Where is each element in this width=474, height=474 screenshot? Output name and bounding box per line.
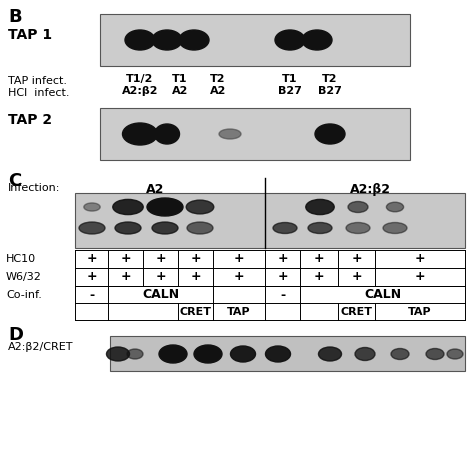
Ellipse shape (306, 200, 334, 215)
Text: +: + (120, 271, 131, 283)
Text: TAP infect.: TAP infect. (8, 76, 67, 86)
Ellipse shape (152, 30, 182, 50)
Ellipse shape (386, 202, 403, 212)
Ellipse shape (113, 200, 143, 215)
Text: CRET: CRET (340, 307, 373, 317)
Ellipse shape (219, 129, 241, 139)
Text: A2:β2: A2:β2 (122, 86, 158, 96)
Text: TAP: TAP (408, 307, 432, 317)
Ellipse shape (115, 222, 141, 234)
Ellipse shape (152, 222, 178, 234)
Bar (100, 14, 410, 66)
Ellipse shape (230, 346, 255, 362)
Text: Co-inf.: Co-inf. (6, 290, 42, 300)
Ellipse shape (187, 222, 213, 234)
Text: +: + (314, 271, 324, 283)
Text: D: D (8, 326, 23, 344)
Text: +: + (277, 271, 288, 283)
Text: A2: A2 (146, 183, 164, 196)
Ellipse shape (391, 348, 409, 359)
Ellipse shape (194, 345, 222, 363)
Ellipse shape (346, 222, 370, 234)
Text: +: + (155, 271, 166, 283)
Ellipse shape (186, 200, 214, 214)
Text: +: + (415, 253, 425, 265)
Text: T1: T1 (282, 74, 298, 84)
Ellipse shape (315, 124, 345, 144)
Ellipse shape (265, 346, 291, 362)
Bar (100, 108, 410, 160)
Text: B27: B27 (318, 86, 342, 96)
Text: +: + (190, 271, 201, 283)
Ellipse shape (155, 124, 180, 144)
Text: B: B (8, 8, 22, 26)
Text: TAP: TAP (227, 307, 251, 317)
Text: T1/2: T1/2 (126, 74, 154, 84)
Ellipse shape (107, 347, 129, 361)
Text: +: + (120, 253, 131, 265)
Ellipse shape (179, 30, 209, 50)
Ellipse shape (273, 222, 297, 234)
Text: +: + (314, 253, 324, 265)
Text: +: + (86, 253, 97, 265)
Ellipse shape (84, 203, 100, 211)
Text: +: + (86, 271, 97, 283)
Ellipse shape (447, 349, 463, 359)
Text: +: + (415, 271, 425, 283)
Text: +: + (190, 253, 201, 265)
Text: T2: T2 (322, 74, 338, 84)
Text: T1: T1 (172, 74, 188, 84)
Text: W6/32: W6/32 (6, 272, 42, 282)
Ellipse shape (122, 123, 157, 145)
Text: CRET: CRET (180, 307, 211, 317)
Text: A2: A2 (172, 86, 188, 96)
Ellipse shape (308, 222, 332, 234)
Text: -: - (280, 289, 285, 301)
Text: +: + (351, 253, 362, 265)
Text: +: + (351, 271, 362, 283)
Text: B27: B27 (278, 86, 302, 96)
Text: HC10: HC10 (6, 254, 36, 264)
Ellipse shape (426, 348, 444, 359)
Text: HCl  infect.: HCl infect. (8, 88, 70, 98)
Ellipse shape (302, 30, 332, 50)
Ellipse shape (159, 345, 187, 363)
Ellipse shape (355, 347, 375, 361)
Ellipse shape (348, 201, 368, 212)
Ellipse shape (125, 30, 155, 50)
Text: -: - (89, 289, 94, 301)
Text: +: + (155, 253, 166, 265)
Text: A2:β2/CRET: A2:β2/CRET (8, 342, 73, 352)
Text: CALN: CALN (142, 289, 179, 301)
Bar (75, 193, 465, 248)
Ellipse shape (275, 30, 305, 50)
Text: TAP 1: TAP 1 (8, 28, 52, 42)
Ellipse shape (147, 198, 183, 216)
Ellipse shape (127, 349, 143, 359)
Text: Infection:: Infection: (8, 183, 60, 193)
Ellipse shape (383, 222, 407, 234)
Text: A2:β2: A2:β2 (349, 183, 391, 196)
Text: +: + (234, 253, 244, 265)
Ellipse shape (319, 347, 341, 361)
Bar (110, 336, 465, 371)
Ellipse shape (79, 222, 105, 234)
Text: TAP 2: TAP 2 (8, 113, 52, 127)
Text: T2: T2 (210, 74, 226, 84)
Text: C: C (8, 172, 21, 190)
Text: +: + (277, 253, 288, 265)
Text: A2: A2 (210, 86, 226, 96)
Text: CALN: CALN (364, 289, 401, 301)
Text: +: + (234, 271, 244, 283)
